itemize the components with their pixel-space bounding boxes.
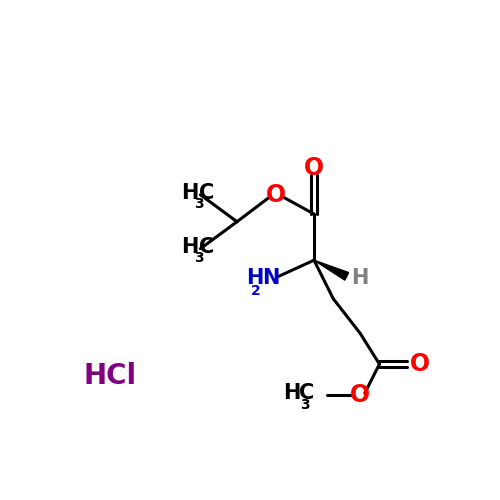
Text: 2: 2: [252, 284, 261, 298]
Polygon shape: [314, 260, 348, 280]
Text: O: O: [350, 383, 370, 407]
Text: H: H: [352, 268, 369, 287]
Text: O: O: [304, 156, 324, 180]
Text: O: O: [410, 352, 430, 376]
Text: C: C: [200, 236, 214, 256]
Text: 3: 3: [194, 198, 203, 211]
Text: C: C: [200, 183, 214, 203]
Text: HCl: HCl: [84, 362, 136, 390]
Text: N: N: [262, 268, 280, 287]
Text: 3: 3: [300, 398, 310, 412]
Text: 3: 3: [194, 252, 203, 266]
Text: H: H: [181, 183, 198, 203]
Text: H: H: [246, 268, 263, 287]
Text: O: O: [266, 182, 285, 207]
Text: C: C: [299, 383, 314, 403]
Text: H: H: [181, 236, 198, 256]
Text: H: H: [283, 383, 300, 403]
